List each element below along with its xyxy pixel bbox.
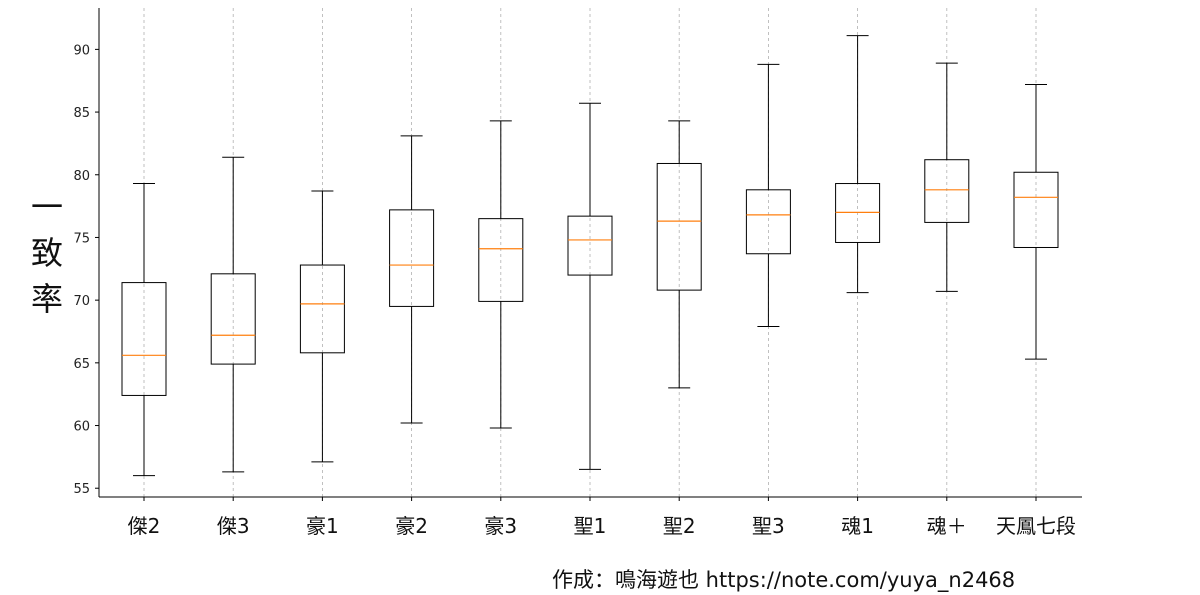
box-4 [389,135,435,424]
iqr-box [210,273,256,365]
iqr-box [389,209,435,307]
x-ticks: 傑2 傑3 豪1 豪2 豪3 聖1 聖2 聖3 魂1 魂＋ 天鳳七段 [128,497,1076,538]
x-tick-label: 豪1 [306,514,339,538]
x-tick-label: 傑3 [217,514,250,538]
box-2 [210,156,256,473]
y-tick-label: 85 [73,106,90,121]
box-3 [299,190,345,463]
x-tick-label: 傑2 [128,514,161,538]
iqr-box [478,218,524,302]
x-tick-label: 聖2 [663,514,696,538]
box-7 [656,120,702,389]
y-tick-label: 80 [73,169,90,184]
x-tick-label: 聖3 [752,514,785,538]
box-11 [1013,83,1059,360]
x-tick-label: 聖1 [574,514,607,538]
x-tick-label: 魂1 [841,514,874,538]
y-tick-label: 60 [73,420,90,435]
box-5 [478,120,524,429]
iqr-box [1013,171,1059,248]
box-1 [121,183,167,477]
iqr-box [121,282,167,396]
iqr-box [656,162,702,291]
iqr-box [567,215,613,276]
x-tick-label: 魂＋ [927,514,967,538]
box-6 [567,102,613,470]
x-tick-label: 豪3 [484,514,517,538]
box-8 [745,63,791,327]
iqr-box [745,189,791,255]
x-tick-label: 豪2 [395,514,428,538]
box-10 [924,62,970,292]
iqr-box [924,159,970,223]
y-tick-label: 70 [73,294,90,309]
x-tick-label: 天鳳七段 [996,514,1076,538]
boxes [121,35,1059,477]
y-tick-label: 90 [73,43,90,58]
y-ticks: 55 60 65 70 75 80 85 90 [73,43,99,497]
y-tick-label: 65 [73,357,90,372]
iqr-box [299,264,345,354]
y-axis-label: 一致率 [26,190,64,328]
y-tick-label: 75 [73,231,90,246]
box-9 [835,35,881,294]
iqr-box [835,183,881,243]
credit-footer: 作成：鳴海遊也 https://note.com/yuya_n2468 [552,568,1016,592]
y-tick-label: 55 [73,482,90,497]
